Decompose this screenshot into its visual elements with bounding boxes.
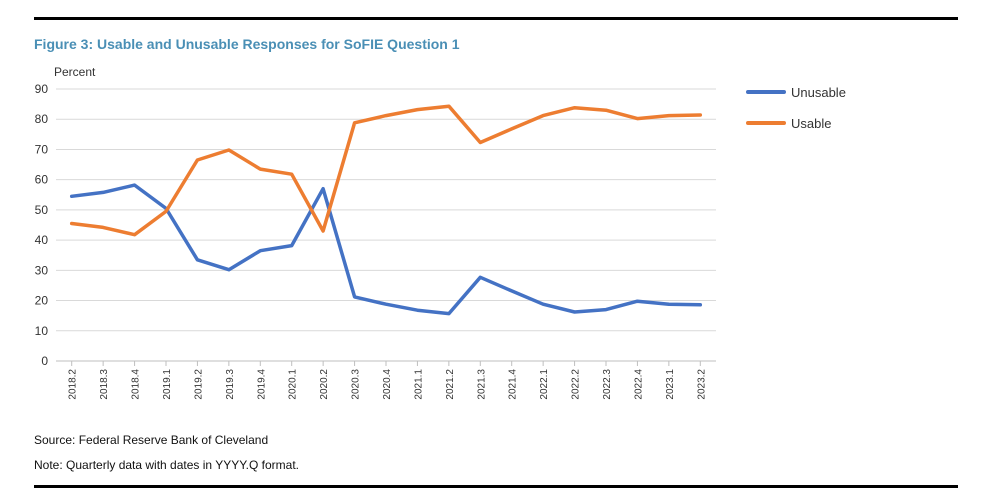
y-tick-label: 30: [35, 263, 49, 277]
y-tick-label: 0: [41, 354, 48, 368]
x-tick-label: 2021.3: [476, 369, 487, 400]
x-tick-label: 2019.3: [225, 369, 236, 400]
x-tick-label: 2019.2: [193, 369, 204, 400]
y-tick-label: 50: [35, 203, 49, 217]
x-tick-label: 2021.2: [445, 369, 456, 400]
x-tick-label: 2022.1: [539, 369, 550, 400]
top-rule: [34, 17, 958, 20]
x-tick-label: 2018.3: [99, 369, 110, 400]
legend: Unusable Usable: [746, 85, 846, 131]
y-tick-label: 90: [35, 82, 49, 96]
y-tick-label: 20: [35, 294, 49, 308]
y-tick-label: 40: [35, 233, 49, 247]
x-tick-label: 2022.3: [602, 369, 613, 400]
y-axis-label: Percent: [54, 65, 96, 79]
bottom-rule: [34, 485, 958, 488]
legend-label-unusable: Unusable: [791, 85, 846, 100]
x-tick-label: 2020.4: [382, 369, 393, 400]
y-tick-labels: 0 10 20 30 40 50 60 70 80 90: [35, 82, 49, 368]
x-tick-label: 2021.1: [413, 369, 424, 400]
y-tick-label: 70: [35, 142, 49, 156]
footnote: Note: Quarterly data with dates in YYYY.…: [34, 458, 300, 472]
series-line-usable: [69, 104, 703, 237]
source-note: Source: Federal Reserve Bank of Clevelan…: [34, 433, 269, 447]
series-line-unusable: [69, 183, 703, 316]
x-tick-label: 2018.4: [131, 369, 142, 400]
x-tick-label: 2020.2: [319, 369, 330, 400]
x-tick-label: 2019.4: [256, 369, 267, 400]
series-lines: [69, 104, 703, 316]
x-tick-label: 2020.3: [351, 369, 362, 400]
gridlines: [56, 88, 716, 362]
x-tick-label: 2023.2: [696, 369, 707, 400]
legend-label-usable: Usable: [791, 116, 831, 131]
x-tick-label: 2022.2: [571, 369, 582, 400]
x-tick-label: 2020.1: [288, 369, 299, 400]
x-tick-label: 2019.1: [162, 369, 173, 400]
x-tick-label: 2018.2: [68, 369, 79, 400]
y-tick-label: 60: [35, 173, 49, 187]
x-tick-labels: 2018.2 2018.3 2018.4 2019.1 2019.2 2019.3 2019…: [68, 361, 707, 400]
figure-title: Figure 3: Usable and Unusable Responses …: [34, 36, 460, 52]
y-tick-label: 10: [35, 324, 49, 338]
x-tick-label: 2021.4: [508, 369, 519, 400]
x-tick-label: 2023.1: [665, 369, 676, 400]
y-tick-label: 80: [35, 112, 49, 126]
x-tick-label: 2022.4: [633, 369, 644, 400]
